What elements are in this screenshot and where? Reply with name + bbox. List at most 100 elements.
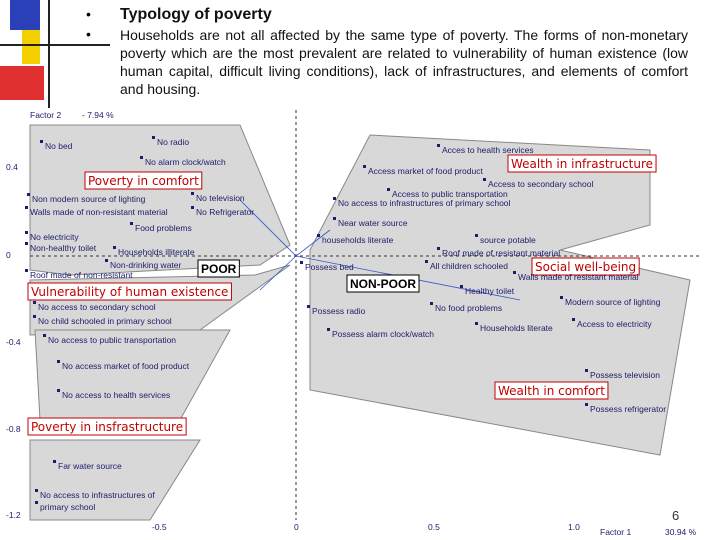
item-label: source potable bbox=[480, 235, 536, 245]
point bbox=[191, 206, 194, 209]
group-box bbox=[507, 154, 657, 173]
item-label: Possess television bbox=[590, 370, 660, 380]
item-label: Possess bed bbox=[305, 262, 354, 272]
y-tick-label: -0.8 bbox=[6, 424, 21, 434]
point bbox=[437, 247, 440, 250]
group-label: Poverty in insfrastructure bbox=[31, 420, 183, 434]
cluster bbox=[309, 134, 691, 456]
item-label: Modern source of lighting bbox=[565, 297, 661, 307]
group-box bbox=[346, 274, 420, 293]
point bbox=[513, 271, 516, 274]
item-label: Households illiterate bbox=[118, 247, 195, 257]
point bbox=[53, 460, 56, 463]
item-label: Non-drinking water bbox=[110, 260, 182, 270]
point bbox=[300, 261, 303, 264]
point bbox=[572, 318, 575, 321]
point bbox=[191, 192, 194, 195]
item-label: No Refrigerator bbox=[196, 207, 254, 217]
group-label: Poverty in comfort bbox=[88, 174, 199, 188]
point bbox=[113, 246, 116, 249]
item-label: No child schooled in primary school bbox=[38, 316, 172, 326]
point bbox=[560, 296, 563, 299]
item-label: No access market of food product bbox=[62, 361, 190, 371]
item-label: No radio bbox=[157, 137, 189, 147]
item-label: Access to electricity bbox=[577, 319, 652, 329]
point bbox=[57, 389, 60, 392]
group-box bbox=[494, 381, 609, 400]
x-tick-label: 0.5 bbox=[428, 522, 440, 532]
y-tick-label: 0 bbox=[6, 250, 11, 260]
axis-label: Factor 2 bbox=[30, 110, 61, 120]
point bbox=[483, 178, 486, 181]
item-label: No electricity bbox=[30, 232, 79, 242]
point bbox=[585, 369, 588, 372]
axis-label: Factor 1 bbox=[600, 527, 631, 537]
point bbox=[152, 136, 155, 139]
item-label: Near water source bbox=[338, 218, 408, 228]
point bbox=[40, 140, 43, 143]
point bbox=[33, 301, 36, 304]
y-tick-label: -1.2 bbox=[6, 510, 21, 520]
item-label: Far water source bbox=[58, 461, 122, 471]
bullet-dot: • bbox=[86, 6, 91, 22]
item-label: No alarm clock/watch bbox=[145, 157, 226, 167]
connector bbox=[239, 199, 521, 301]
bullet-text: Households are not all affected by the s… bbox=[120, 27, 688, 97]
point bbox=[140, 156, 143, 159]
item-label: All children schooled bbox=[430, 261, 508, 271]
item-label: Walls made of non-resistant material bbox=[30, 207, 168, 217]
item-label: households literate bbox=[322, 235, 394, 245]
point bbox=[585, 403, 588, 406]
item-label: Possess alarm clock/watch bbox=[332, 329, 434, 339]
bullet-dot: • bbox=[86, 26, 91, 42]
page-number: 6 bbox=[672, 508, 679, 523]
item-label: Food problems bbox=[135, 223, 192, 233]
point bbox=[307, 305, 310, 308]
x-tick-label: 1.0 bbox=[568, 522, 580, 532]
point bbox=[25, 242, 28, 245]
item-label: Households literate bbox=[480, 323, 553, 333]
point bbox=[387, 188, 390, 191]
item-label: Access to public transportation bbox=[392, 189, 508, 199]
point bbox=[425, 260, 428, 263]
item-label: primary school bbox=[40, 502, 95, 512]
deco bbox=[0, 0, 44, 100]
group-label: Wealth in infrastructure bbox=[511, 157, 653, 171]
point bbox=[35, 489, 38, 492]
item-label: Healthy toilet bbox=[465, 286, 515, 296]
item-label: Roof made of resistant material bbox=[442, 248, 560, 258]
deco-line bbox=[48, 0, 50, 108]
item-label: Non-healthy toilet bbox=[30, 243, 97, 253]
item-label: No access to secondary school bbox=[38, 302, 156, 312]
point bbox=[25, 269, 28, 272]
cluster bbox=[29, 439, 201, 521]
point bbox=[33, 315, 36, 318]
point bbox=[130, 222, 133, 225]
group-label: POOR bbox=[201, 262, 237, 276]
y-tick-label: 0.4 bbox=[6, 162, 18, 172]
item-label: Non modern source of lighting bbox=[32, 194, 146, 204]
item-label: Roof made of non-resistant bbox=[30, 270, 133, 280]
point bbox=[317, 234, 320, 237]
point bbox=[460, 285, 463, 288]
item-label: No access to infrastructures of bbox=[40, 490, 155, 500]
item-label: Walls made of resistant material bbox=[518, 272, 639, 282]
point bbox=[363, 165, 366, 168]
slide-title: Typology of poverty bbox=[120, 6, 272, 23]
item-label: No food problems bbox=[435, 303, 502, 313]
point bbox=[475, 322, 478, 325]
point bbox=[437, 144, 440, 147]
item-label: No bed bbox=[45, 141, 73, 151]
item-label: No access to infrastructures of primary … bbox=[338, 198, 511, 208]
point bbox=[27, 193, 30, 196]
point bbox=[105, 259, 108, 262]
point bbox=[333, 197, 336, 200]
item-label: No television bbox=[196, 193, 245, 203]
point bbox=[35, 501, 38, 504]
item-label: Acces to health services bbox=[442, 145, 534, 155]
x-tick-label: 0 bbox=[294, 522, 299, 532]
group-box bbox=[27, 417, 187, 436]
item-label: No access to public transportation bbox=[48, 335, 176, 345]
point bbox=[430, 302, 433, 305]
item-label: Possess refrigerator bbox=[590, 404, 666, 414]
